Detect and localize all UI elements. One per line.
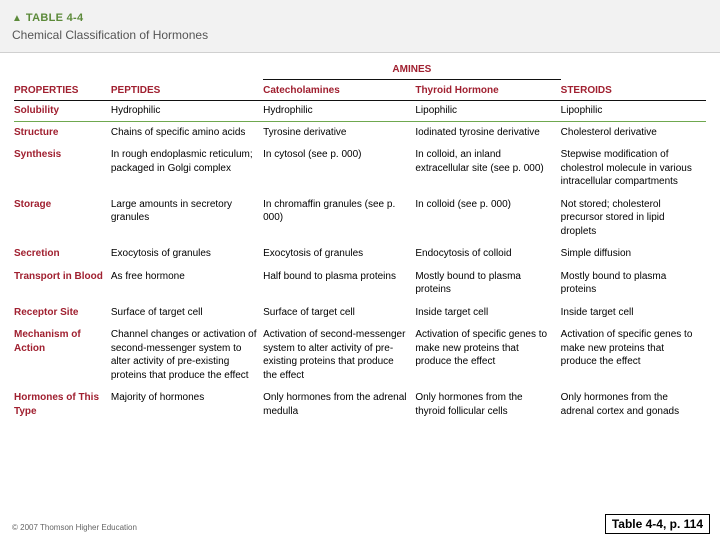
- col-head-steroids: STEROIDS: [561, 80, 706, 101]
- amines-group-row: AMINES: [14, 63, 706, 80]
- cell: Inside target cell: [415, 302, 560, 325]
- row-label: Secretion: [14, 243, 111, 266]
- col-head-amines: AMINES: [263, 63, 561, 80]
- cell: Mostly bound to plasma proteins: [415, 266, 560, 302]
- col-head-catecholamines: Catecholamines: [263, 80, 415, 101]
- cell: In chromaffin granules (see p. 000): [263, 194, 415, 244]
- table-number-line: ▲ TABLE 4-4: [12, 8, 708, 26]
- cell: In colloid, an inland extracellular site…: [415, 144, 560, 194]
- cell: Mostly bound to plasma proteins: [561, 266, 706, 302]
- cell: Majority of hormones: [111, 387, 263, 423]
- table-number: TABLE 4-4: [26, 12, 84, 24]
- row-transport: Transport in Blood As free hormone Half …: [14, 266, 706, 302]
- row-storage: Storage Large amounts in secretory granu…: [14, 194, 706, 244]
- cell: In rough endoplasmic reticulum; packaged…: [111, 144, 263, 194]
- cell: Not stored; cholesterol precursor stored…: [561, 194, 706, 244]
- col-head-peptides: PEPTIDES: [111, 80, 263, 101]
- cell: Surface of target cell: [111, 302, 263, 325]
- row-label: Mechanism of Action: [14, 324, 111, 387]
- row-receptor: Receptor Site Surface of target cell Sur…: [14, 302, 706, 325]
- col-head-properties: PROPERTIES: [14, 80, 111, 101]
- row-label: Hormones of This Type: [14, 387, 111, 423]
- copyright-text: © 2007 Thomson Higher Education: [12, 523, 137, 532]
- cell: Inside target cell: [561, 302, 706, 325]
- cell: Tyrosine derivative: [263, 121, 415, 144]
- row-label: Structure: [14, 121, 111, 144]
- row-hormones-type: Hormones of This Type Majority of hormon…: [14, 387, 706, 423]
- table-title: Chemical Classification of Hormones: [12, 28, 708, 42]
- cell: Lipophilic: [415, 101, 560, 122]
- cell: Hydrophilic: [111, 101, 263, 122]
- row-label: Synthesis: [14, 144, 111, 194]
- cell: Iodinated tyrosine derivative: [415, 121, 560, 144]
- cell: As free hormone: [111, 266, 263, 302]
- row-label: Storage: [14, 194, 111, 244]
- cell: Only hormones from the adrenal cortex an…: [561, 387, 706, 423]
- cell: Activation of second-messenger system to…: [263, 324, 415, 387]
- row-secretion: Secretion Exocytosis of granules Exocyto…: [14, 243, 706, 266]
- cell: In colloid (see p. 000): [415, 194, 560, 244]
- cell: Only hormones from the thyroid follicula…: [415, 387, 560, 423]
- cell: Surface of target cell: [263, 302, 415, 325]
- cell: In cytosol (see p. 000): [263, 144, 415, 194]
- cell: Chains of specific amino acids: [111, 121, 263, 144]
- cell: Half bound to plasma proteins: [263, 266, 415, 302]
- row-label: Receptor Site: [14, 302, 111, 325]
- table-container: AMINES PROPERTIES PEPTIDES Catecholamine…: [0, 53, 720, 427]
- cell: Simple diffusion: [561, 243, 706, 266]
- cell: Stepwise modification of cholestrol mole…: [561, 144, 706, 194]
- cell: Activation of specific genes to make new…: [561, 324, 706, 387]
- cell: Endocytosis of colloid: [415, 243, 560, 266]
- cell: Hydrophilic: [263, 101, 415, 122]
- row-label: Transport in Blood: [14, 266, 111, 302]
- row-synthesis: Synthesis In rough endoplasmic reticulum…: [14, 144, 706, 194]
- cell: Exocytosis of granules: [263, 243, 415, 266]
- col-head-thyroid: Thyroid Hormone: [415, 80, 560, 101]
- hormone-classification-table: AMINES PROPERTIES PEPTIDES Catecholamine…: [14, 63, 706, 423]
- row-solubility: Solubility Hydrophilic Hydrophilic Lipop…: [14, 101, 706, 122]
- page-reference: Table 4-4, p. 114: [605, 514, 710, 534]
- cell: Large amounts in secretory granules: [111, 194, 263, 244]
- cell: Activation of specific genes to make new…: [415, 324, 560, 387]
- cell: Lipophilic: [561, 101, 706, 122]
- cell: Channel changes or activation of second-…: [111, 324, 263, 387]
- cell: Only hormones from the adrenal medulla: [263, 387, 415, 423]
- row-structure: Structure Chains of specific amino acids…: [14, 121, 706, 144]
- triangle-icon: ▲: [12, 13, 22, 24]
- table-header-band: ▲ TABLE 4-4 Chemical Classification of Ho…: [0, 0, 720, 53]
- cell: Exocytosis of granules: [111, 243, 263, 266]
- cell: Cholesterol derivative: [561, 121, 706, 144]
- row-label: Solubility: [14, 101, 111, 122]
- column-header-row: PROPERTIES PEPTIDES Catecholamines Thyro…: [14, 80, 706, 101]
- row-mechanism: Mechanism of Action Channel changes or a…: [14, 324, 706, 387]
